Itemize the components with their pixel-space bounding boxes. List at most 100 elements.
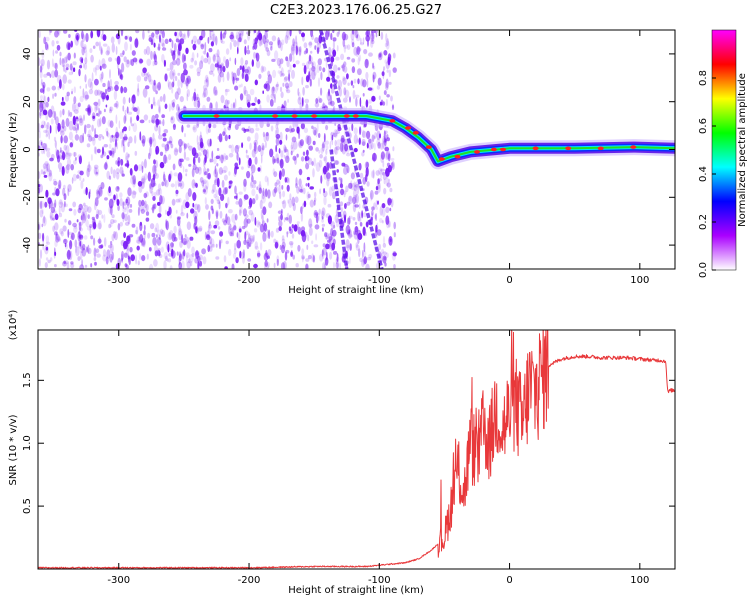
noise-speckle [65, 164, 70, 174]
noise-speckle [158, 119, 162, 125]
noise-speckle [293, 140, 298, 150]
noise-speckle [385, 98, 388, 107]
noise-speckle [277, 210, 283, 214]
noise-speckle [99, 110, 102, 115]
noise-speckle [344, 143, 349, 152]
noise-speckle [251, 59, 254, 67]
noise-speckle [274, 129, 278, 136]
noise-speckle [206, 230, 210, 237]
noise-speckle [356, 34, 359, 39]
noise-speckle [117, 223, 121, 231]
noise-speckle [319, 253, 324, 262]
noise-speckle [327, 99, 331, 106]
noise-speckle [281, 185, 284, 190]
noise-speckle [289, 30, 292, 37]
noise-speckle [266, 228, 269, 239]
noise-speckle [371, 157, 375, 161]
noise-speckle [141, 140, 144, 144]
noise-speckle [275, 133, 281, 139]
noise-speckle [237, 232, 241, 241]
noise-speckle [339, 183, 344, 189]
noise-speckle [300, 226, 306, 233]
noise-speckle [119, 52, 124, 58]
noise-speckle [211, 150, 214, 160]
noise-speckle [168, 206, 172, 215]
noise-speckle [61, 96, 64, 102]
noise-speckle [246, 218, 251, 224]
noise-speckle [370, 142, 374, 150]
noise-speckle [47, 197, 52, 205]
noise-speckle [278, 180, 281, 187]
noise-speckle [304, 231, 308, 238]
noise-speckle [74, 117, 78, 127]
noise-speckle [165, 220, 169, 231]
noise-speckle [219, 63, 224, 69]
noise-speckle [143, 48, 147, 55]
noise-speckle [206, 174, 211, 179]
noise-speckle [149, 146, 152, 157]
noise-speckle [197, 227, 203, 232]
noise-speckle [101, 92, 106, 100]
noise-speckle [346, 147, 350, 155]
noise-speckle [78, 231, 80, 236]
noise-speckle [239, 93, 244, 101]
noise-speckle [123, 136, 128, 140]
noise-speckle [255, 52, 258, 59]
noise-speckle [346, 244, 350, 252]
noise-speckle [171, 248, 174, 257]
noise-speckle [49, 125, 52, 134]
noise-speckle [388, 69, 392, 78]
noise-speckle [316, 64, 320, 74]
noise-speckle [80, 180, 84, 190]
noise-speckle [146, 73, 149, 79]
noise-speckle [144, 85, 150, 90]
noise-speckle [375, 200, 378, 208]
noise-speckle [215, 211, 219, 220]
noise-speckle [278, 220, 283, 228]
noise-speckle [298, 49, 302, 57]
noise-speckle [59, 57, 62, 66]
noise-speckle [199, 134, 203, 143]
noise-speckle [111, 251, 115, 261]
noise-speckle [116, 172, 120, 180]
noise-speckle [147, 72, 150, 78]
noise-speckle [139, 131, 142, 141]
noise-speckle [303, 127, 309, 134]
noise-speckle [58, 205, 61, 215]
noise-speckle [98, 236, 101, 245]
noise-speckle [169, 170, 173, 179]
noise-speckle [265, 80, 269, 86]
noise-speckle [79, 175, 82, 181]
noise-speckle [231, 71, 234, 75]
noise-speckle [315, 233, 317, 241]
noise-speckle [91, 112, 96, 122]
noise-speckle [242, 256, 245, 264]
noise-speckle [241, 142, 244, 149]
noise-speckle [383, 50, 388, 56]
noise-speckle [72, 151, 78, 157]
noise-speckle [259, 242, 263, 251]
noise-speckle [75, 246, 80, 257]
noise-speckle [328, 88, 330, 97]
noise-speckle [106, 170, 110, 180]
noise-speckle [357, 68, 362, 76]
noise-speckle [365, 174, 368, 182]
noise-speckle [105, 50, 110, 56]
noise-speckle [73, 152, 76, 157]
noise-speckle [90, 154, 93, 161]
noise-speckle [161, 229, 166, 238]
noise-speckle [337, 67, 341, 71]
noise-speckle [334, 139, 337, 147]
noise-speckle [362, 257, 367, 266]
noise-speckle [287, 199, 290, 204]
noise-speckle [47, 259, 51, 264]
noise-speckle [66, 91, 70, 97]
noise-speckle [238, 84, 242, 88]
noise-speckle [67, 42, 71, 51]
noise-speckle [316, 42, 322, 50]
noise-speckle [352, 85, 355, 89]
noise-speckle [81, 58, 83, 64]
noise-speckle [204, 79, 206, 85]
noise-speckle [50, 105, 55, 115]
noise-speckle [109, 106, 112, 112]
